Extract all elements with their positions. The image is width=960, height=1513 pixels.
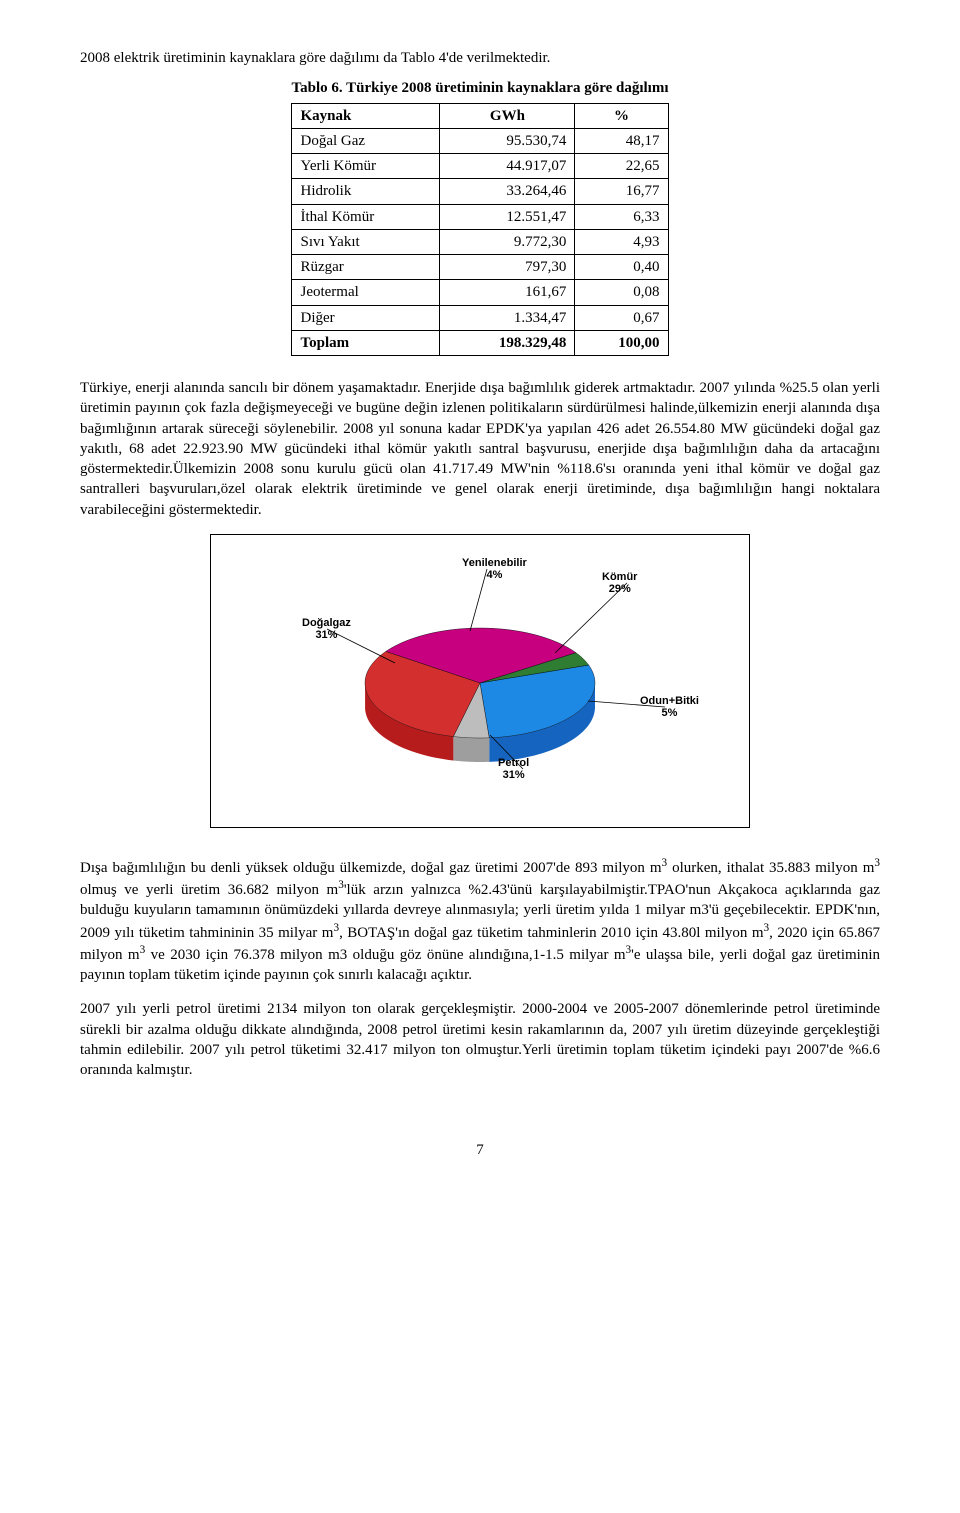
table-row: Diğer1.334,470,67 bbox=[292, 305, 668, 330]
pie-label-doğalgaz: Doğalgaz31% bbox=[302, 617, 351, 642]
cell-pct: 16,77 bbox=[575, 179, 668, 204]
pie-label-petrol: Petrol31% bbox=[498, 757, 529, 782]
cell-source: Doğal Gaz bbox=[292, 128, 440, 153]
cell-pct: 4,93 bbox=[575, 229, 668, 254]
body-paragraph-3: 2007 yılı yerli petrol üretimi 2134 mily… bbox=[80, 999, 880, 1080]
cell-gwh: 797,30 bbox=[440, 255, 575, 280]
body-paragraph-1: Türkiye, enerji alanında sancılı bir dön… bbox=[80, 378, 880, 520]
cell-gwh: 1.334,47 bbox=[440, 305, 575, 330]
table-row: Hidrolik33.264,4616,77 bbox=[292, 179, 668, 204]
cell-pct: 0,40 bbox=[575, 255, 668, 280]
cell-source: Jeotermal bbox=[292, 280, 440, 305]
cell-gwh: 198.329,48 bbox=[440, 330, 575, 355]
cell-gwh: 33.264,46 bbox=[440, 179, 575, 204]
table-row: Sıvı Yakıt9.772,304,93 bbox=[292, 229, 668, 254]
cell-pct: 0,67 bbox=[575, 305, 668, 330]
pie-side bbox=[453, 736, 489, 761]
cell-source: Hidrolik bbox=[292, 179, 440, 204]
cell-pct: 100,00 bbox=[575, 330, 668, 355]
cell-pct: 48,17 bbox=[575, 128, 668, 153]
table-row: Rüzgar797,300,40 bbox=[292, 255, 668, 280]
cell-pct: 0,08 bbox=[575, 280, 668, 305]
cell-source: Sıvı Yakıt bbox=[292, 229, 440, 254]
pie-svg bbox=[230, 553, 730, 783]
cell-source: Diğer bbox=[292, 305, 440, 330]
cell-gwh: 44.917,07 bbox=[440, 154, 575, 179]
generation-sources-table: Tablo 6. Türkiye 2008 üretiminin kaynakl… bbox=[291, 78, 668, 356]
table-row: Jeotermal161,670,08 bbox=[292, 280, 668, 305]
intro-paragraph: 2008 elektrik üretiminin kaynaklara göre… bbox=[80, 48, 880, 68]
table-row: Doğal Gaz95.530,7448,17 bbox=[292, 128, 668, 153]
energy-mix-pie-chart: Doğalgaz31% Yenilenebilir4% Kömür29% Odun+B… bbox=[210, 534, 750, 828]
cell-source: İthal Kömür bbox=[292, 204, 440, 229]
cell-gwh: 95.530,74 bbox=[440, 128, 575, 153]
cell-gwh: 9.772,30 bbox=[440, 229, 575, 254]
page-number: 7 bbox=[80, 1140, 880, 1160]
table-header-gwh: GWh bbox=[440, 103, 575, 128]
pie-label-odun+bitki: Odun+Bitki5% bbox=[640, 695, 699, 720]
pie-label-yenilenebilir: Yenilenebilir4% bbox=[462, 557, 527, 582]
table-row: İthal Kömür12.551,476,33 bbox=[292, 204, 668, 229]
table-caption: Tablo 6. Türkiye 2008 üretiminin kaynakl… bbox=[291, 78, 668, 102]
table-row: Yerli Kömür44.917,0722,65 bbox=[292, 154, 668, 179]
cell-source: Toplam bbox=[292, 330, 440, 355]
cell-source: Rüzgar bbox=[292, 255, 440, 280]
cell-source: Yerli Kömür bbox=[292, 154, 440, 179]
body-paragraph-2: Dışa bağımlılığın bu denli yüksek olduğu… bbox=[80, 856, 880, 986]
table-header-pct: % bbox=[575, 103, 668, 128]
table-header-source: Kaynak bbox=[292, 103, 440, 128]
cell-pct: 6,33 bbox=[575, 204, 668, 229]
table-row-total: Toplam198.329,48100,00 bbox=[292, 330, 668, 355]
cell-gwh: 12.551,47 bbox=[440, 204, 575, 229]
cell-gwh: 161,67 bbox=[440, 280, 575, 305]
pie-label-kömür: Kömür29% bbox=[602, 571, 637, 596]
cell-pct: 22,65 bbox=[575, 154, 668, 179]
